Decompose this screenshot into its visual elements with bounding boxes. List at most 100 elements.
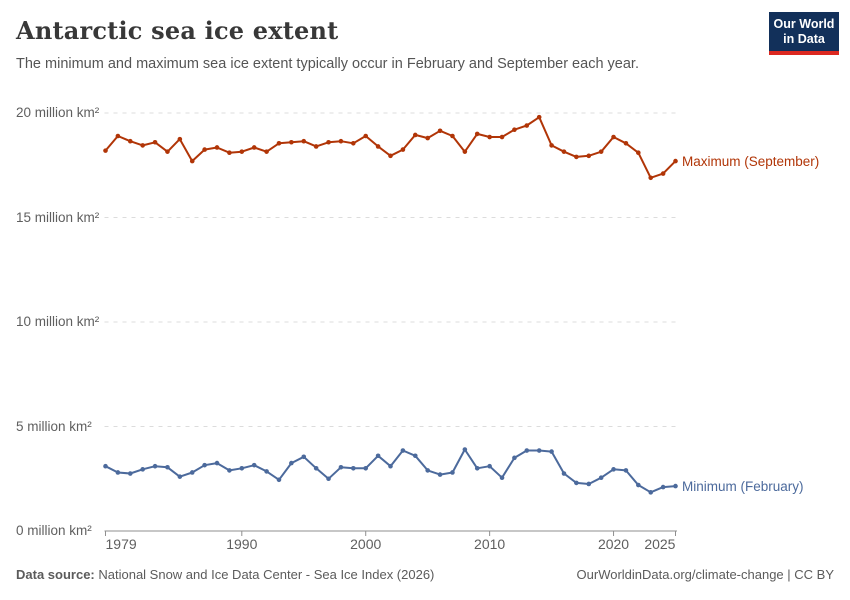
data-point [437, 128, 443, 134]
y-tick-label: 10 million km² [16, 314, 100, 329]
data-point [313, 466, 319, 471]
data-point [140, 143, 145, 148]
data-point [598, 475, 604, 481]
data-point [611, 467, 616, 472]
x-tick-label: 2025 [644, 536, 676, 552]
data-point [586, 153, 592, 159]
data-point [425, 468, 430, 473]
data-point [189, 158, 195, 164]
data-point [239, 149, 245, 154]
data-point [524, 448, 530, 453]
data-point [648, 175, 654, 181]
data-point [276, 477, 282, 483]
data-point [338, 464, 344, 470]
data-point [412, 132, 418, 138]
data-point [127, 471, 133, 476]
data-source-text: National Snow and Ice Data Center - Sea … [94, 567, 435, 582]
data-point [623, 468, 629, 473]
x-tick-label: 1990 [226, 536, 258, 552]
data-point [326, 476, 331, 482]
data-point [375, 144, 381, 149]
data-point [648, 490, 654, 495]
data-point [227, 150, 232, 156]
data-point [512, 455, 517, 461]
data-point [202, 462, 207, 468]
data-point [487, 134, 492, 140]
data-point [140, 467, 145, 472]
data-point [103, 148, 108, 153]
owid-logo-line1: Our World [773, 17, 835, 31]
data-point [400, 147, 406, 152]
page-title: Antarctic sea ice extent [16, 16, 339, 45]
data-point [574, 480, 579, 486]
data-point [574, 154, 579, 160]
data-point [251, 462, 257, 468]
data-point [474, 131, 480, 137]
data-point [363, 466, 369, 471]
data-point [351, 141, 356, 146]
data-point [450, 133, 455, 139]
owid-logo-text: Our World in Data [769, 12, 839, 51]
data-point [536, 114, 542, 120]
owid-logo[interactable]: Our World in Data [769, 12, 839, 55]
data-point [239, 466, 245, 471]
page-subtitle: The minimum and maximum sea ice extent t… [16, 56, 639, 72]
data-point [103, 463, 108, 469]
data-point [412, 453, 418, 459]
data-point [264, 469, 269, 474]
x-tick-label: 2000 [350, 536, 382, 552]
data-point [202, 147, 207, 152]
data-point [115, 133, 121, 139]
data-source: Data source: National Snow and Ice Data … [16, 567, 434, 582]
data-point [251, 145, 257, 150]
data-point [561, 149, 567, 154]
data-point [301, 454, 307, 460]
data-point [264, 149, 269, 154]
y-tick-label: 5 million km² [16, 418, 92, 434]
series-line [104, 116, 677, 179]
data-point [189, 470, 195, 475]
data-point [177, 136, 183, 142]
data-point [301, 138, 307, 144]
series-label: Maximum (September) [682, 153, 820, 169]
data-point [499, 134, 505, 140]
data-point [351, 466, 356, 471]
data-point [227, 468, 232, 473]
y-tick-label: 15 million km² [16, 209, 100, 225]
data-point [276, 141, 282, 146]
data-point [127, 138, 133, 144]
data-point [636, 150, 641, 156]
data-point [289, 460, 294, 466]
data-point [561, 471, 567, 476]
attribution-link[interactable]: OurWorldinData.org/climate-change | CC B… [576, 567, 834, 582]
data-point [214, 145, 220, 150]
data-point [549, 449, 554, 454]
data-point [487, 463, 492, 469]
data-point [363, 133, 369, 139]
data-point [660, 484, 666, 490]
data-point [115, 470, 121, 475]
x-tick-label: 2010 [474, 536, 506, 552]
data-point [512, 127, 517, 133]
data-point [598, 149, 604, 154]
owid-logo-line2: in Data [783, 32, 825, 46]
data-point [524, 123, 530, 128]
x-tick-label: 2020 [597, 536, 630, 552]
data-point [536, 448, 542, 453]
data-point [400, 448, 406, 453]
data-point [425, 135, 430, 141]
owid-logo-red-strip [769, 51, 839, 55]
data-point [326, 139, 331, 145]
data-point [152, 463, 158, 469]
data-point [214, 460, 220, 466]
data-point [152, 139, 158, 145]
data-point [586, 481, 592, 487]
data-point [165, 149, 170, 154]
data-point [450, 470, 455, 475]
data-point [660, 171, 666, 176]
y-tick-label: 20 million km² [16, 105, 100, 120]
data-point [549, 143, 554, 148]
series-label: Minimum (February) [682, 478, 804, 494]
